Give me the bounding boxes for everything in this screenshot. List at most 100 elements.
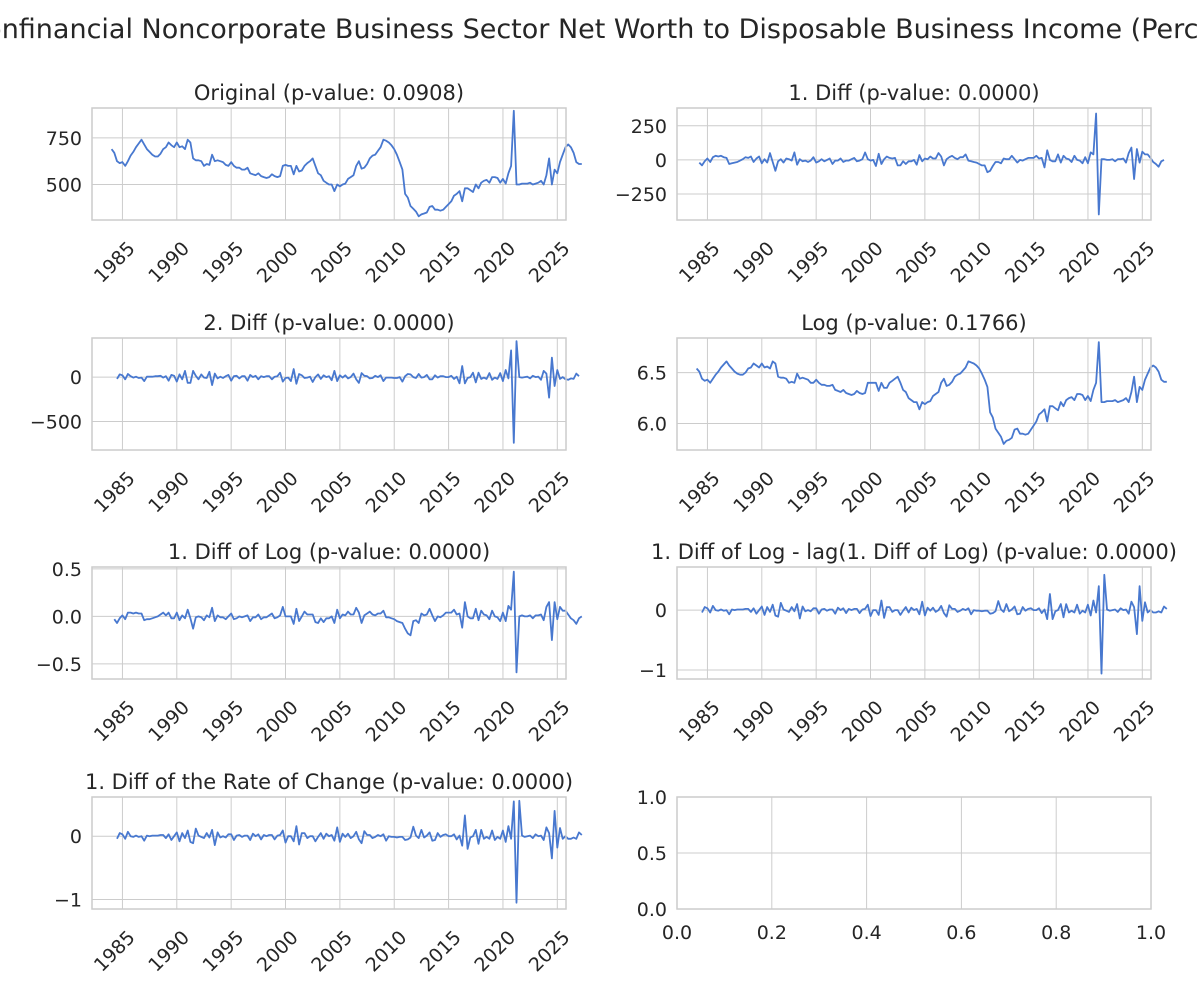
series-line <box>113 570 583 674</box>
x-tick-label: 2005 <box>892 238 942 288</box>
x-tick-label: 2005 <box>307 697 357 747</box>
x-tick-label: 2015 <box>1001 468 1051 518</box>
subplot-8: 0.0 0.2 0.4 0.6 0.8 1.0 0.0 0.5 1.0 <box>637 787 1166 944</box>
series-line <box>695 341 1167 445</box>
x-tick-label: 1990 <box>729 697 779 747</box>
x-tick-label: 2020 <box>470 927 520 977</box>
y-tick-label: −250 <box>615 184 667 206</box>
x-tick-label: 2010 <box>947 468 997 518</box>
x-tick-label: 1985 <box>90 238 140 288</box>
x-tick-label: 2010 <box>362 697 412 747</box>
x-tick-label: 2010 <box>362 238 412 288</box>
plot-area <box>92 108 566 220</box>
x-tick-label: 0.6 <box>946 922 976 944</box>
y-tick-label: 0 <box>655 150 667 172</box>
subplot-6: 1985 1990 1995 2000 2005 2010 2015 2020 2025 −1 0 1… <box>639 540 1177 746</box>
subplot-title: Log (p-value: 0.1766) <box>801 311 1027 335</box>
x-tick-label: 2020 <box>1055 468 1105 518</box>
x-tick-label: 2025 <box>1110 697 1160 747</box>
x-tick-label: 1990 <box>729 468 779 518</box>
y-tick-label: 750 <box>46 128 82 150</box>
x-tick-label: 1985 <box>90 468 140 518</box>
x-tick-label: 2015 <box>416 927 466 977</box>
y-tick-label: 0 <box>70 826 82 848</box>
x-tick-label: 2005 <box>307 927 357 977</box>
x-tick-label: 2000 <box>838 238 888 288</box>
plot-area <box>92 797 566 909</box>
x-tick-label: 2020 <box>470 238 520 288</box>
x-tick-label: 1990 <box>144 697 194 747</box>
x-tick-label: 1990 <box>144 927 194 977</box>
x-tick-label: 2020 <box>1055 697 1105 747</box>
series-line <box>110 109 582 218</box>
x-tick-label: 2015 <box>416 238 466 288</box>
y-tick-label: −0.5 <box>36 654 82 676</box>
x-tick-label: 2005 <box>307 468 357 518</box>
x-tick-label: 2010 <box>362 927 412 977</box>
subplot-title: 1. Diff (p-value: 0.0000) <box>788 81 1039 105</box>
x-tick-label: 2000 <box>838 697 888 747</box>
plot-frame <box>91 337 567 451</box>
x-tick-label: 1995 <box>199 927 249 977</box>
y-tick-label: 1.0 <box>637 787 667 809</box>
y-tick-label: 0.0 <box>637 899 667 921</box>
x-tick-label: 2000 <box>253 238 303 288</box>
x-tick-label: 1995 <box>199 468 249 518</box>
x-tick-label: 1985 <box>675 238 725 288</box>
x-tick-label: 2015 <box>416 468 466 518</box>
x-tick-label: 2010 <box>947 697 997 747</box>
x-tick-label: 1990 <box>144 238 194 288</box>
y-tick-label: 0.5 <box>52 559 82 581</box>
x-tick-label: 2015 <box>1001 238 1051 288</box>
subplot-title: Original (p-value: 0.0908) <box>194 81 464 105</box>
plot-frame <box>676 796 1152 910</box>
x-tick-label: 2020 <box>470 468 520 518</box>
subplot-title: 1. Diff of Log - lag(1. Diff of Log) (p-… <box>651 540 1177 564</box>
plot-frame <box>91 566 567 680</box>
x-tick-label: 2015 <box>416 697 466 747</box>
x-tick-label: 1985 <box>675 468 725 518</box>
x-tick-label: 2015 <box>1001 697 1051 747</box>
x-tick-label: 2020 <box>470 697 520 747</box>
subplot-7: 1985 1990 1995 2000 2005 2010 2015 2020 2025 −1 0 1… <box>54 770 583 977</box>
x-tick-label: 2010 <box>947 238 997 288</box>
subplot-2: 1985 1990 1995 2000 2005 2010 2015 2020 2025 −250… <box>615 81 1165 288</box>
x-tick-label: 1990 <box>729 238 779 288</box>
plot-area <box>92 338 566 450</box>
y-tick-label: 0.0 <box>52 606 82 628</box>
plot-frame <box>676 337 1152 451</box>
x-tick-label: 1995 <box>199 697 249 747</box>
plot-area <box>677 567 1151 679</box>
subplot-5: 1985 1990 1995 2000 2005 2010 2015 2020 2025 −0.5… <box>36 540 583 747</box>
subplot-1: 1985 1990 1995 2000 2005 2010 2015 2020 2025 500 7… <box>46 81 582 287</box>
series-line <box>116 340 580 444</box>
x-tick-label: 2025 <box>525 238 575 288</box>
x-tick-label: 1995 <box>784 468 834 518</box>
x-tick-label: 2025 <box>525 927 575 977</box>
x-tick-label: 0.2 <box>757 922 787 944</box>
x-tick-label: 2025 <box>1110 238 1160 288</box>
figure-title: - Nonfinancial Noncorporate Business Sec… <box>0 14 1200 45</box>
x-tick-label: 0.0 <box>662 922 692 944</box>
subplot-title: 2. Diff (p-value: 0.0000) <box>203 311 454 335</box>
x-tick-label: 1985 <box>90 697 140 747</box>
plot-frame <box>91 107 567 221</box>
x-tick-label: 2020 <box>1055 238 1105 288</box>
plot-frame <box>91 796 567 910</box>
subplot-title: 1. Diff of Log (p-value: 0.0000) <box>168 540 490 564</box>
x-tick-label: 2000 <box>253 927 303 977</box>
x-tick-label: 2025 <box>525 697 575 747</box>
series-line <box>116 799 583 904</box>
y-tick-label: 6.5 <box>637 363 667 385</box>
y-tick-label: −1 <box>639 660 667 682</box>
x-tick-label: 1985 <box>675 697 725 747</box>
series-line <box>701 573 1168 675</box>
plot-area <box>677 338 1151 450</box>
y-tick-label: −500 <box>30 412 82 434</box>
plot-area <box>92 567 566 679</box>
x-tick-label: 1995 <box>199 238 249 288</box>
x-tick-label: 2005 <box>892 697 942 747</box>
x-tick-label: 2000 <box>838 468 888 518</box>
x-tick-label: 2000 <box>253 697 303 747</box>
